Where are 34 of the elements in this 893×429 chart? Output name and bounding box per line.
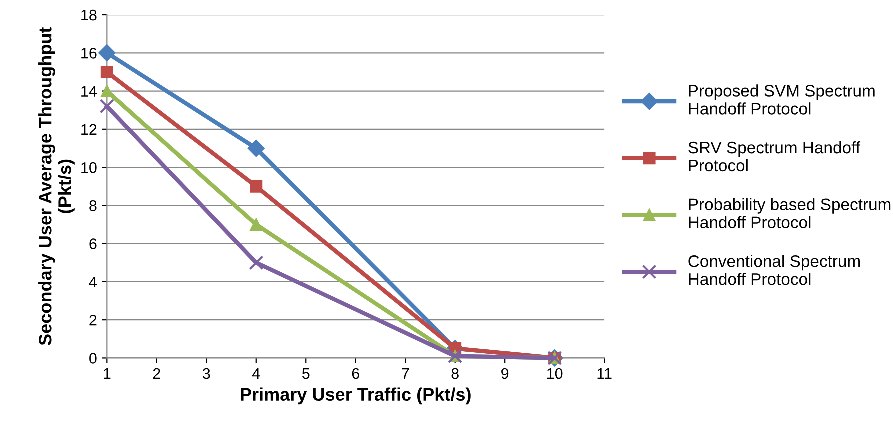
x-tick-label: 5: [302, 368, 310, 380]
y-tick-label: 4: [89, 276, 97, 288]
legend-label: Conventional Spectrum Handoff Protocol: [688, 255, 860, 286]
y-tick-label: 2: [90, 314, 97, 326]
y-tick-label: 14: [82, 86, 97, 97]
point: [98, 44, 116, 62]
x-tick-label: 10: [547, 368, 563, 380]
point: [250, 180, 263, 193]
y-tick-label: 18: [82, 10, 97, 21]
point: [248, 140, 265, 158]
x-tick-label: 4: [252, 368, 260, 380]
y-tick-label: 10: [82, 162, 97, 174]
y-tick-label: 16: [82, 48, 97, 59]
x-tick-label: 1: [104, 368, 111, 380]
legend-label: SRV Spectrum Handoff Protocol: [688, 141, 861, 172]
x-tick-label: 7: [402, 368, 410, 380]
y-axis-title: Secondary User Average Throughput (Pkt/s): [38, 27, 75, 346]
point: [250, 218, 263, 231]
point: [100, 66, 114, 78]
y-tick-label: 8: [90, 200, 97, 212]
x-tick-label: 2: [153, 368, 160, 380]
y-tick-label: 0: [90, 353, 97, 364]
point: [100, 99, 114, 114]
y-tick-label: 12: [82, 124, 97, 135]
x-tick-label: 11: [598, 368, 612, 380]
point: [249, 256, 264, 270]
x-tick-label: 6: [352, 368, 360, 380]
x-tick-label: 3: [202, 368, 210, 380]
x-tick-label: 8: [452, 368, 459, 380]
legend-label: Probability based Spectrum Handoff Protocol: [689, 198, 891, 228]
x-tick-label: 9: [502, 368, 509, 380]
y-tick-label: 6: [90, 238, 97, 250]
x-axis-title: Primary User Traffic (Pkt/s): [241, 388, 471, 405]
legend-label: Proposed SVM Spectrum Handoff Protocol: [689, 84, 875, 115]
